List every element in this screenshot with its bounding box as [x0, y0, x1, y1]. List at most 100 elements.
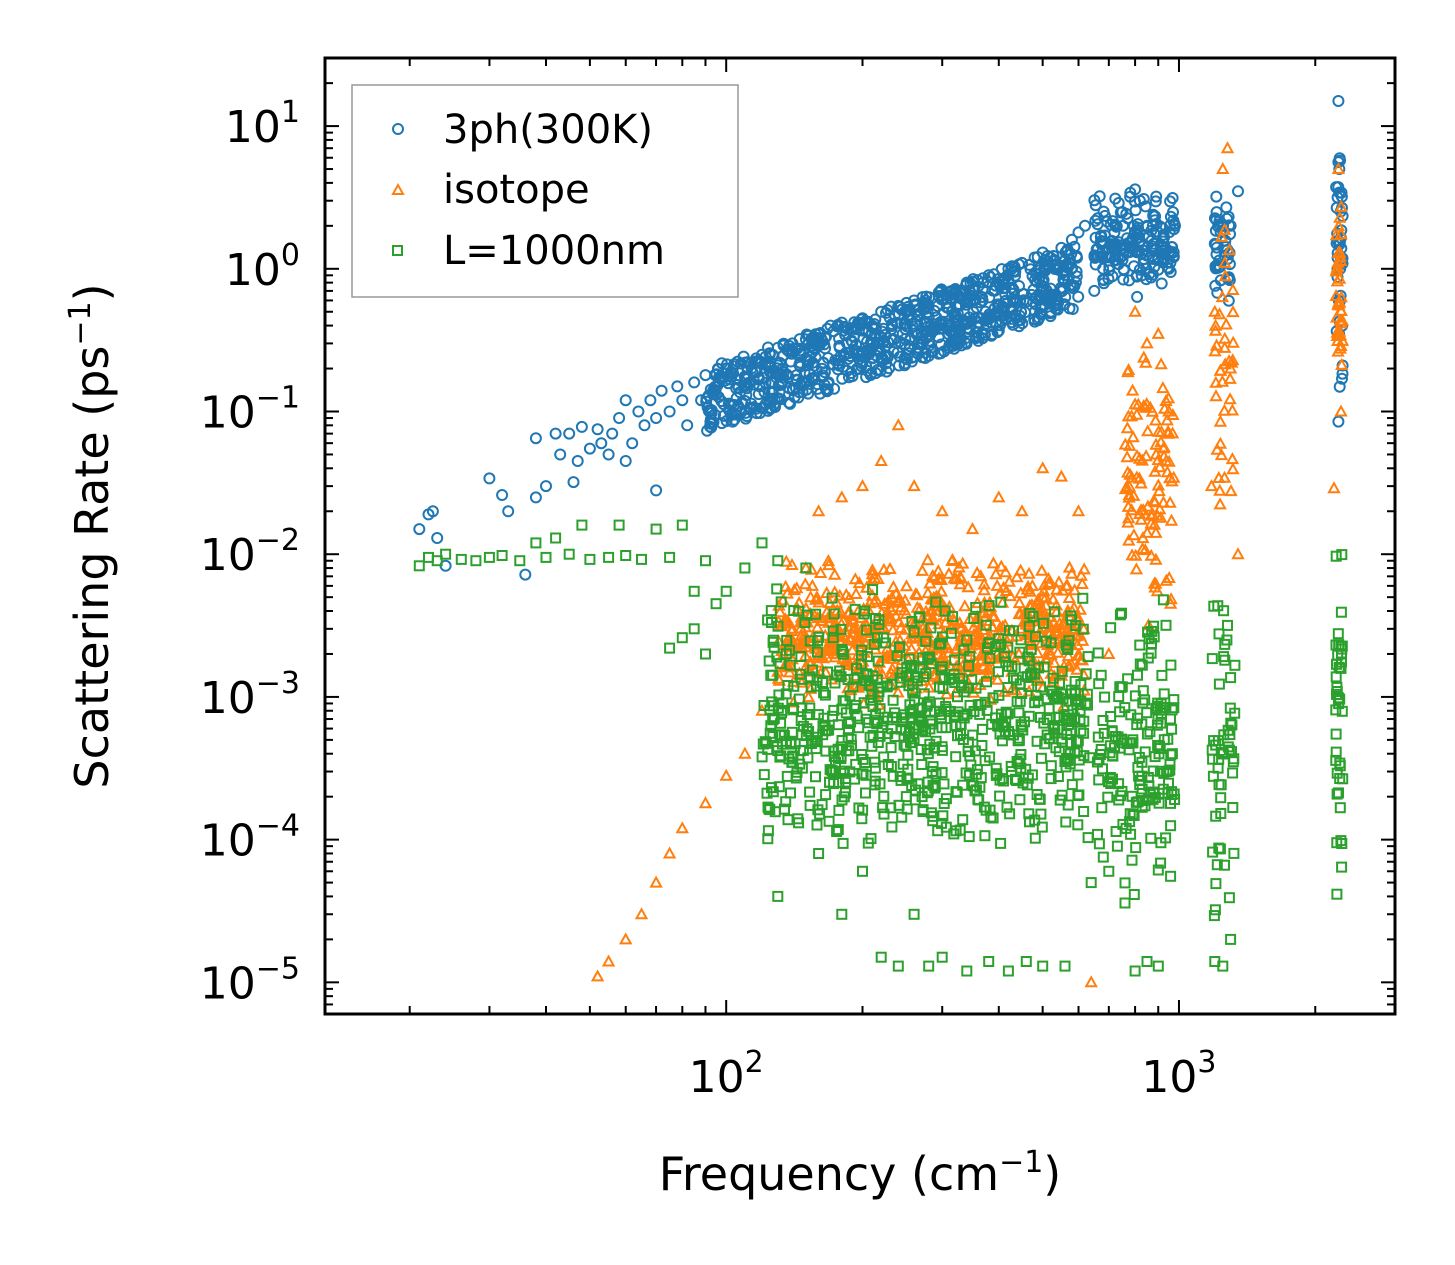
data-point: [1122, 511, 1136, 524]
data-point: [788, 605, 800, 616]
data-point: [992, 666, 1004, 678]
data-point: [1045, 760, 1057, 772]
data-point: [768, 713, 780, 724]
data-point: [903, 727, 915, 739]
data-point: [940, 722, 952, 734]
data-point: [1062, 590, 1076, 603]
data-point: [871, 632, 883, 644]
data-point: [1150, 190, 1163, 203]
data-point: [1121, 499, 1135, 512]
data-point: [1103, 264, 1116, 277]
data-point: [426, 505, 439, 518]
data-point: [892, 299, 905, 312]
data-point: [976, 740, 988, 751]
data-point: [901, 803, 913, 815]
data-point: [413, 560, 425, 572]
data-point: [756, 751, 768, 763]
data-point: [710, 380, 723, 393]
data-point: [1066, 779, 1078, 791]
data-point: [1137, 253, 1150, 265]
data-point: [1059, 960, 1071, 972]
data-point: [1043, 703, 1055, 715]
data-point: [958, 644, 970, 656]
data-point: [818, 338, 831, 351]
data-point: [869, 592, 883, 605]
data-point: [900, 740, 912, 752]
data-point: [1133, 263, 1146, 276]
data-point: [1145, 234, 1158, 247]
data-point: [1002, 965, 1014, 977]
data-point: [1036, 461, 1050, 474]
data-point: [936, 951, 948, 963]
data-point: [880, 357, 893, 370]
data-point: [919, 302, 932, 315]
data-point: [1061, 642, 1073, 654]
data-point: [710, 598, 722, 610]
data-point: [1149, 792, 1161, 804]
data-point: [1025, 626, 1039, 639]
data-point: [974, 653, 989, 666]
data-point: [877, 715, 889, 727]
data-point: [827, 632, 839, 644]
data-point: [1005, 682, 1019, 695]
data-point: [483, 551, 495, 563]
data-point: [936, 661, 948, 673]
data-point: [698, 796, 713, 809]
data-point: [750, 407, 763, 420]
data-point: [908, 908, 920, 920]
data-point: [917, 652, 929, 664]
y-tick-label: 100: [225, 238, 300, 296]
data-point: [1149, 210, 1162, 223]
data-point: [1331, 767, 1343, 779]
data-point: [1045, 773, 1057, 785]
data-point: [1336, 640, 1348, 652]
data-point: [799, 333, 812, 346]
data-point: [1139, 449, 1153, 462]
data-point: [978, 801, 990, 813]
data-point: [700, 555, 711, 567]
data-point: [1332, 415, 1345, 428]
data-point: [1217, 222, 1232, 235]
data-point: [824, 776, 835, 788]
data-point: [891, 346, 904, 359]
data-point: [772, 890, 784, 902]
data-point: [828, 745, 840, 757]
data-point: [960, 276, 973, 289]
data-point: [835, 316, 848, 329]
data-point: [968, 613, 980, 624]
data-point: [961, 580, 975, 593]
data-point: [774, 658, 786, 670]
data-point: [937, 683, 949, 695]
data-point: [1097, 715, 1109, 726]
data-point: [776, 707, 788, 719]
data-point: [897, 712, 909, 724]
data-point: [833, 804, 845, 816]
data-point: [900, 791, 912, 803]
data-point: [1226, 305, 1240, 318]
data-point: [996, 735, 1008, 747]
data-point: [861, 651, 873, 663]
data-point: [1123, 274, 1136, 287]
data-point: [1214, 843, 1226, 855]
data-point: [1037, 960, 1049, 972]
data-point: [1330, 639, 1342, 651]
data-point: [987, 609, 1001, 622]
data-point: [1029, 697, 1041, 709]
data-point: [722, 370, 735, 383]
data-point: [1066, 303, 1079, 315]
data-point: [953, 577, 967, 590]
data-point: [778, 579, 793, 592]
data-point: [779, 613, 793, 626]
data-point: [1006, 316, 1019, 329]
data-point: [916, 759, 928, 770]
data-point: [1164, 764, 1176, 776]
data-point: [1213, 414, 1228, 427]
data-point: [970, 601, 982, 613]
data-point: [989, 567, 1003, 580]
data-point: [910, 588, 924, 601]
data-point: [1333, 380, 1346, 393]
data-point: [1082, 832, 1094, 844]
data-point: [1216, 161, 1230, 174]
data-point: [829, 354, 842, 367]
data-point: [861, 364, 874, 377]
